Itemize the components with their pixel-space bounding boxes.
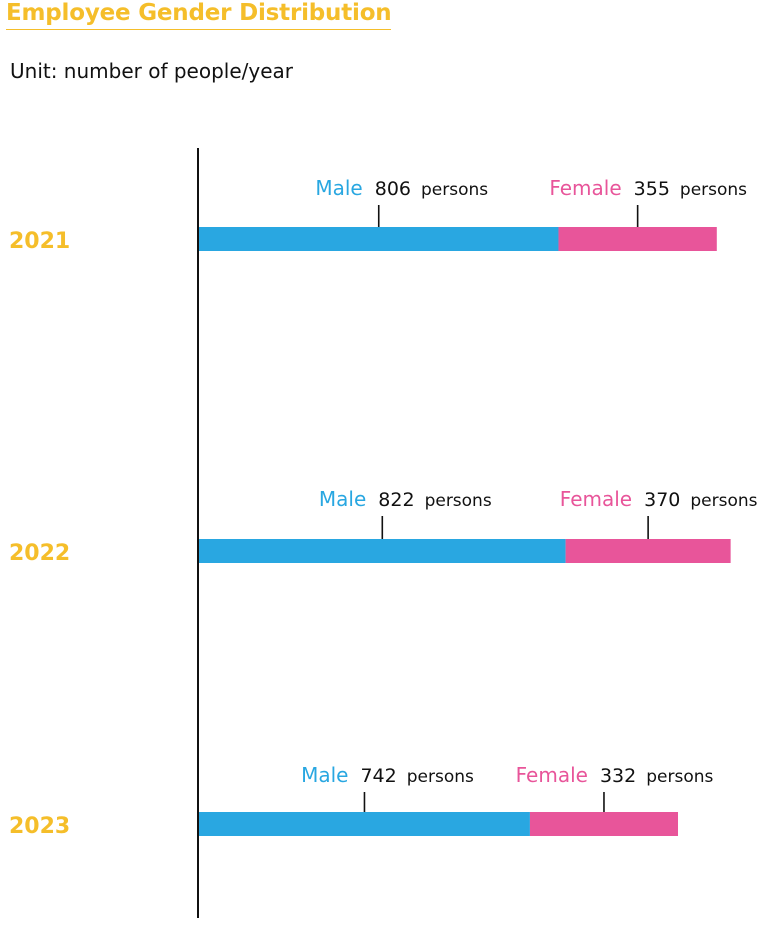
male-value-label: 806 xyxy=(375,178,411,200)
year-label: 2023 xyxy=(9,814,70,839)
female-bar xyxy=(558,227,717,251)
male-unit-label: persons xyxy=(407,767,474,787)
female-unit-label: persons xyxy=(680,180,747,200)
male-value-label: 822 xyxy=(378,489,414,511)
female-unit-label: persons xyxy=(690,491,757,511)
male-series-label: Male xyxy=(319,487,366,511)
chart-title: Employee Gender Distribution xyxy=(6,0,392,30)
male-series-label: Male xyxy=(301,763,348,787)
male-value-label: 742 xyxy=(360,765,396,787)
male-bar xyxy=(199,539,566,563)
female-unit-label: persons xyxy=(646,767,713,787)
unit-label: Unit: number of people/year xyxy=(10,59,294,83)
bars-group: 2021 806 Male persons 355 Female persons 2022 82… xyxy=(9,176,758,839)
male-bar xyxy=(199,227,559,251)
year-label: 2022 xyxy=(9,541,70,566)
female-value-label: 355 xyxy=(634,178,670,200)
female-series-label: Female xyxy=(560,487,632,511)
male-series-label: Male xyxy=(315,176,362,200)
male-unit-label: persons xyxy=(425,491,492,511)
male-unit-label: persons xyxy=(421,180,488,200)
year-label: 2021 xyxy=(9,229,70,254)
female-series-label: Female xyxy=(549,176,621,200)
female-series-label: Female xyxy=(516,763,588,787)
female-bar xyxy=(529,812,679,836)
female-bar xyxy=(565,539,731,563)
female-value-label: 370 xyxy=(644,489,680,511)
female-value-label: 332 xyxy=(600,765,636,787)
male-bar xyxy=(199,812,530,836)
